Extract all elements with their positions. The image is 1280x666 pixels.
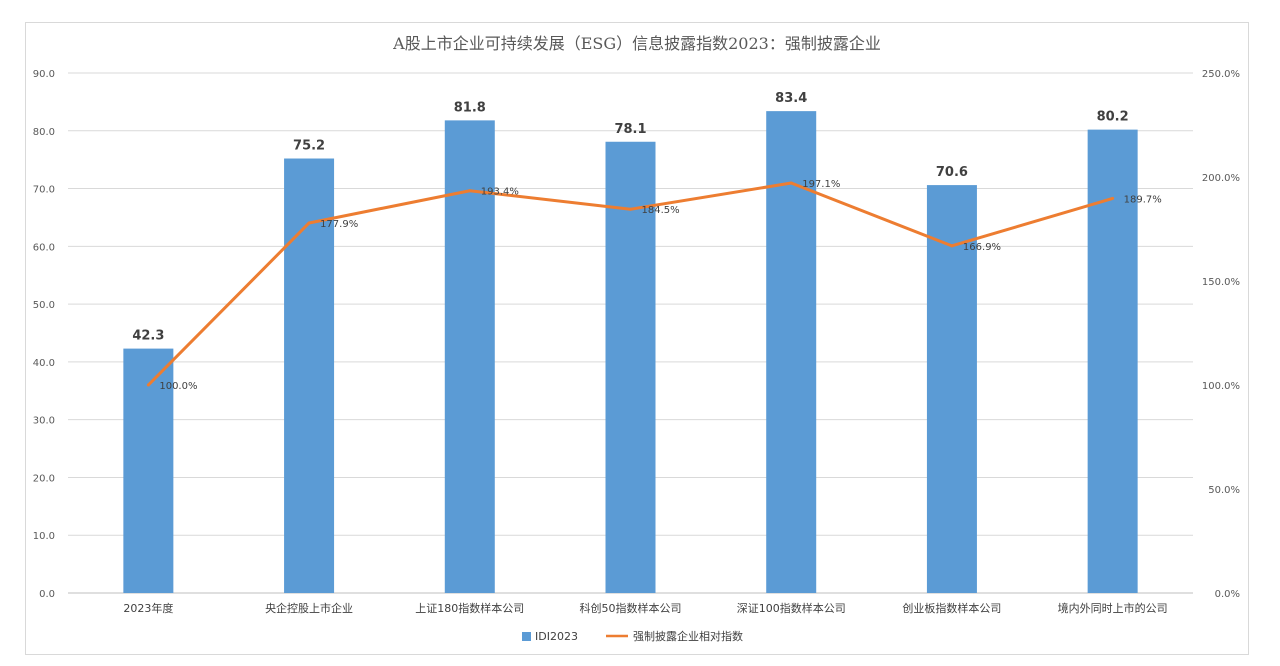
left-axis-ticks: 0.0 10.0 20.0 30.0 40.0 50.0 60.0 70.0 80.0 90.0 [33, 69, 55, 600]
line-point [629, 207, 632, 211]
right-tick-label: 50.0% [1208, 485, 1240, 496]
category-label: 深证100指数样本公司 [737, 601, 846, 615]
line-value-label: 177.9% [320, 219, 358, 230]
legend-label-relative-index: 强制披露企业相对指数 [633, 629, 743, 643]
bar-value-label: 70.6 [936, 165, 968, 180]
category-label: 科创50指数样本公司 [580, 601, 682, 615]
legend-label-idi2023: IDI2023 [535, 630, 578, 643]
bar [926, 185, 977, 594]
bar-value-label: 81.8 [454, 100, 486, 115]
bar-value-label: 78.1 [614, 122, 646, 137]
line-value-label: 166.9% [963, 242, 1001, 253]
line-value-label: 100.0% [159, 381, 197, 392]
left-tick-label: 70.0 [33, 185, 55, 196]
bar [444, 120, 495, 593]
bar-value-label: 42.3 [132, 329, 164, 344]
left-tick-label: 90.0 [33, 69, 55, 80]
category-label: 境内外同时上市的公司 [1058, 601, 1168, 615]
line-value-label: 184.5% [642, 205, 680, 216]
category-label: 央企控股上市企业 [265, 601, 353, 615]
right-tick-label: 0.0% [1215, 589, 1240, 600]
right-tick-label: 150.0% [1202, 277, 1240, 288]
line-point [1111, 196, 1115, 200]
bar-value-label: 80.2 [1097, 110, 1129, 125]
category-label: 创业板指数样本公司 [902, 601, 1001, 615]
category-label: 2023年度 [123, 601, 173, 615]
line-value-label: 197.1% [802, 179, 840, 190]
legend: IDI2023 强制披露企业相对指数 [522, 629, 743, 643]
line-point [307, 221, 311, 225]
chart-title: A股上市企业可持续发展（ESG）信息披露指数2023：强制披露企业 [392, 34, 881, 53]
left-tick-label: 30.0 [33, 416, 55, 427]
line-point [950, 244, 954, 248]
category-label: 上证180指数样本公司 [415, 601, 524, 615]
legend-swatch-idi2023 [522, 632, 531, 641]
bar [1087, 129, 1138, 593]
bar [284, 158, 335, 593]
left-tick-label: 10.0 [33, 531, 55, 542]
line-series: 100.0% 177.9% 193.4% 184.5% 197.1% 166.9% 189.… [146, 179, 1162, 392]
line-value-label: 189.7% [1124, 194, 1162, 205]
bar [605, 141, 656, 593]
bar-value-label: 83.4 [775, 91, 807, 106]
left-tick-label: 20.0 [33, 473, 55, 484]
bar-series: 42.3 75.2 81.8 78.1 83.4 70.6 80.2 [123, 91, 1138, 594]
line-point [789, 181, 793, 185]
right-tick-label: 100.0% [1202, 381, 1240, 392]
bar [766, 111, 817, 593]
left-tick-label: 60.0 [33, 242, 55, 253]
bar-value-label: 75.2 [293, 139, 325, 154]
right-tick-label: 250.0% [1202, 69, 1240, 80]
line-point [468, 189, 472, 193]
category-labels: 2023年度 央企控股上市企业 上证180指数样本公司 科创50指数样本公司 深证100… [123, 601, 1167, 615]
bar [123, 348, 174, 593]
gridlines [68, 72, 1193, 594]
right-axis-ticks: 0.0% 50.0% 100.0% 150.0% 200.0% 250.0% [1202, 69, 1240, 600]
left-tick-label: 80.0 [33, 127, 55, 138]
right-tick-label: 200.0% [1202, 173, 1240, 184]
left-tick-label: 40.0 [33, 358, 55, 369]
left-tick-label: 50.0 [33, 300, 55, 311]
left-tick-label: 0.0 [39, 589, 55, 600]
line-point [146, 383, 150, 387]
line-value-label: 193.4% [481, 187, 519, 198]
